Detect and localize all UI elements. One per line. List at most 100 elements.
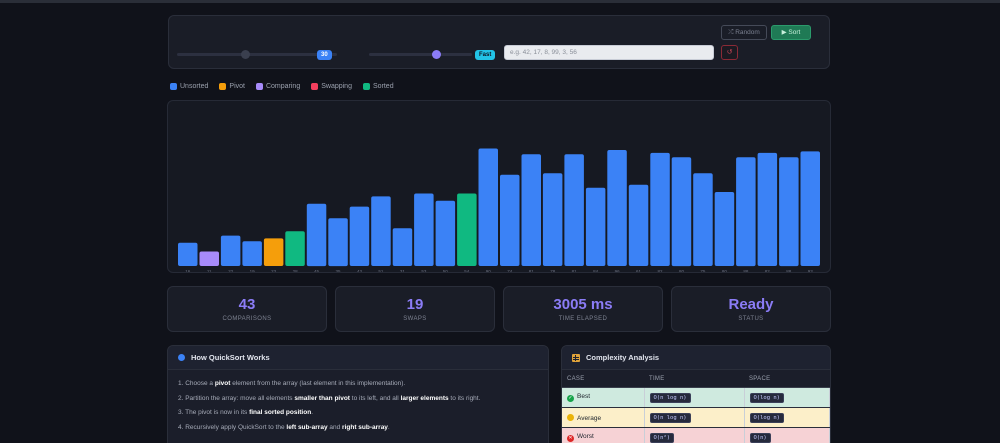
bar-value-label: 82 [765, 269, 771, 273]
complexity-header: Complexity Analysis [562, 346, 830, 370]
controls-panel: 30 Fast ⤮ Random ▶ Sort ↺ [168, 15, 830, 69]
bar-value-label: 78 [550, 269, 556, 273]
space-cell: O(n) [744, 427, 830, 443]
legend: Unsorted Pivot Comparing Swapping Sorted [170, 83, 394, 90]
bar-value-label: 50 [443, 269, 449, 273]
bar-value-label: 96 [615, 269, 621, 273]
bar-unsorted [306, 203, 327, 267]
array-input[interactable] [504, 45, 714, 60]
table-row: Average O(n log n) O(log n) [562, 407, 830, 428]
bar-value-label: 74 [507, 269, 513, 273]
bars-svg: 16 11 22 19 23 28 45 35 43 51 31 53 50 54 90 74 81 78 81 84… [178, 148, 820, 273]
size-slider[interactable] [177, 50, 337, 59]
stat-label: COMPARISONS [222, 316, 272, 322]
bar-value-label: 35 [335, 269, 341, 273]
howto-steps: 1. Choose a pivot element from the array… [168, 370, 548, 431]
stat-swaps: 19 SWAPS [335, 286, 495, 332]
howto-header: How QuickSort Works [168, 346, 548, 370]
bar-value-label: 80 [679, 269, 685, 273]
bar-unsorted [521, 154, 541, 266]
bar-unsorted [414, 193, 434, 266]
stat-time-elapsed: 3005 ms TIME ELAPSED [503, 286, 663, 332]
bar-value-label: 45 [314, 269, 320, 273]
bar-value-label: 61 [636, 269, 642, 273]
bar-unsorted [693, 173, 713, 266]
stat-value: Ready [728, 296, 774, 313]
bar-unsorted [800, 151, 820, 266]
bar-unsorted [757, 152, 778, 266]
space-cell: O(log n) [744, 407, 830, 428]
legend-item-sorted: Sorted [362, 83, 394, 90]
col-header-case: CASE [562, 370, 644, 388]
stat-status: Ready STATUS [671, 286, 831, 332]
legend-swatch [170, 83, 177, 90]
bar-unsorted [585, 187, 606, 266]
bar-comparing [199, 251, 219, 266]
howto-step: 4. Recursively apply QuickSort to the le… [178, 423, 390, 431]
bar-value-label: 31 [400, 269, 406, 273]
bar-unsorted [564, 154, 584, 266]
col-header-time: TIME [644, 370, 744, 388]
bar-unsorted [607, 150, 627, 266]
bar-value-label: 84 [593, 269, 599, 273]
bar-value-label: 28 [293, 269, 299, 273]
complexity-table: CASE TIME SPACE ✓ Best O(n log n) O(log n… [562, 370, 830, 443]
bar-value-label: 23 [271, 269, 277, 273]
time-cell: O(n log n) [644, 387, 745, 408]
howto-step: 1. Choose a pivot element from the array… [178, 380, 406, 387]
legend-item-comparing: Comparing [255, 83, 300, 90]
bar-chart: 16 11 22 19 23 28 45 35 43 51 31 53 50 54 90 74 81 78 81 84… [167, 100, 831, 273]
info-dot-icon [178, 354, 185, 361]
bar-unsorted [650, 152, 670, 266]
bar-value-label: 81 [572, 269, 578, 273]
table-row: ✕ Worst O(n²) O(n) [562, 427, 830, 443]
complexity-title: Complexity Analysis [586, 353, 660, 362]
legend-swatch [255, 83, 263, 90]
stat-value: 43 [238, 296, 256, 313]
random-button[interactable]: ⤮ Random [721, 25, 767, 40]
howto-step: 3. The pivot is now in its final sorted … [178, 409, 313, 416]
bar-unsorted [671, 157, 692, 267]
bar-unsorted [371, 196, 391, 266]
stat-comparisons: 43 COMPARISONS [167, 286, 327, 332]
size-value-badge: 30 [317, 50, 332, 60]
howto-title: How QuickSort Works [191, 353, 270, 362]
case-cell: Average [562, 407, 645, 428]
legend-item-swapping: Swapping [311, 83, 352, 90]
bar-value-label: 16 [185, 269, 191, 273]
table-row: ✓ Best O(n log n) O(log n) [562, 387, 830, 408]
stat-label: SWAPS [403, 316, 427, 322]
bar-value-label: 75 [700, 269, 706, 273]
bar-value-label: 54 [464, 269, 470, 273]
check-circle-icon: ✓ [567, 395, 574, 402]
speed-slider[interactable] [369, 50, 472, 59]
bar-sorted [285, 231, 305, 266]
bar-unsorted [242, 241, 262, 266]
case-cell: ✓ Best [562, 387, 645, 408]
bar-value-label: 80 [722, 269, 728, 273]
bar-unsorted [220, 235, 241, 266]
speed-slider-thumb[interactable] [432, 50, 441, 59]
bar-value-label: 22 [228, 269, 234, 273]
bar-unsorted [349, 206, 370, 266]
legend-swatch [311, 83, 319, 90]
stat-label: TIME ELAPSED [558, 316, 608, 322]
space-cell: O(log n) [744, 387, 830, 408]
legend-swatch [219, 83, 227, 90]
legend-swatch [362, 83, 370, 90]
speed-value-badge: Fast [475, 50, 496, 60]
bar-value-label: 81 [529, 269, 535, 273]
reset-button[interactable]: ↺ [721, 45, 738, 60]
size-slider-thumb[interactable] [241, 50, 250, 59]
bar-value-label: 43 [357, 269, 363, 273]
legend-item-unsorted: Unsorted [170, 83, 208, 90]
bar-unsorted [435, 200, 456, 267]
bar-unsorted [714, 192, 735, 266]
sort-button[interactable]: ▶ Sort [771, 25, 811, 40]
bar-unsorted [478, 148, 498, 266]
case-cell: ✕ Worst [562, 427, 645, 443]
bar-unsorted [736, 157, 756, 267]
bar-value-label: 53 [421, 269, 427, 273]
top-border [0, 0, 1000, 3]
dot-circle-icon [567, 413, 574, 421]
